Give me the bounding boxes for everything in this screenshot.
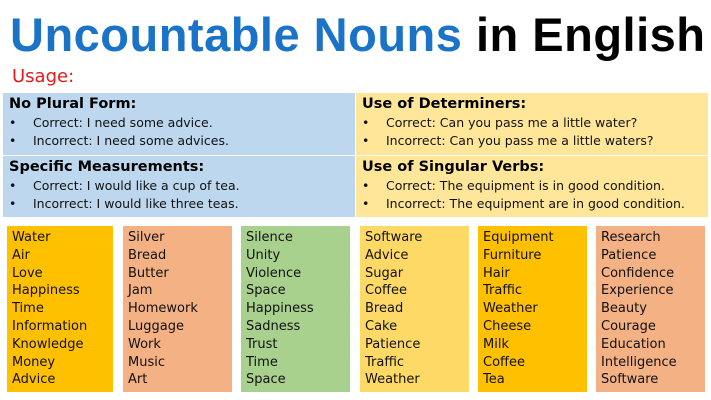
- noun-word: Sadness: [246, 318, 301, 334]
- noun-word: Weather: [483, 301, 538, 317]
- rule-measurements: Specific Measurements: Correct: I would …: [3, 156, 355, 217]
- noun-word: Advice: [365, 247, 409, 263]
- noun-word: Beauty: [601, 301, 647, 317]
- noun-column: Water Air Love Happiness Time Information Know…: [7, 226, 113, 392]
- noun-word: Homework: [128, 301, 198, 317]
- noun-word: Music: [128, 354, 165, 370]
- page-title: Uncountable Nouns in English: [10, 8, 706, 62]
- noun-word: Space: [246, 372, 286, 388]
- noun-word: Trust: [246, 336, 278, 352]
- noun-word: Equipment: [483, 230, 554, 245]
- noun-word: Furniture: [483, 247, 542, 263]
- noun-word: Work: [128, 336, 161, 352]
- noun-word: Confidence: [601, 265, 675, 281]
- noun-word: Software: [365, 230, 423, 245]
- rule-item: Correct: Can you pass me a little water?: [362, 114, 702, 132]
- noun-word: Time: [12, 301, 44, 317]
- noun-column: Silence Unity Violence Space Happiness Sadnes…: [241, 226, 350, 392]
- noun-word: Courage: [601, 318, 656, 334]
- title-highlight: Uncountable Nouns: [10, 8, 463, 61]
- noun-word: Air: [12, 247, 30, 263]
- noun-word: Information: [12, 318, 88, 334]
- rule-heading: Use of Singular Verbs:: [362, 159, 545, 175]
- rule-heading: No Plural Form:: [9, 96, 137, 112]
- rule-determiners: Use of Determiners: Correct: Can you pas…: [356, 93, 708, 155]
- rule-no-plural: No Plural Form: Correct: I need some adv…: [3, 93, 355, 155]
- rule-item: Incorrect: I need some advices.: [9, 132, 349, 150]
- noun-word: Patience: [601, 247, 657, 263]
- noun-word: Education: [601, 336, 666, 352]
- rule-heading: Specific Measurements:: [9, 159, 205, 175]
- noun-column: Research Patience Confidence Experience Beau…: [596, 226, 705, 392]
- noun-word: Luggage: [128, 318, 184, 334]
- noun-column: Silver Bread Butter Jam Homework Luggage Work M…: [123, 226, 232, 392]
- noun-word: Unity: [246, 247, 281, 263]
- rule-item: Incorrect: I would like three teas.: [9, 195, 349, 213]
- noun-word: Knowledge: [12, 336, 84, 352]
- rule-item: Incorrect: Can you pass me a little wate…: [362, 132, 702, 150]
- usage-label: Usage:: [12, 66, 75, 87]
- noun-column: Equipment Furniture Hair Traffic Weather Chee…: [478, 226, 587, 392]
- noun-word: Coffee: [483, 354, 525, 370]
- noun-word: Happiness: [12, 283, 80, 299]
- rule-item: Incorrect: The equipment are in good con…: [362, 195, 702, 213]
- noun-word: Weather: [365, 372, 420, 388]
- noun-word: Space: [246, 283, 286, 299]
- rule-heading: Use of Determiners:: [362, 96, 527, 112]
- noun-word: Coffee: [365, 283, 407, 299]
- title-rest: in English: [475, 8, 706, 61]
- noun-word: Money: [12, 354, 56, 370]
- noun-word: Experience: [601, 283, 674, 299]
- noun-word: Cheese: [483, 318, 532, 334]
- noun-word: Time: [246, 354, 278, 370]
- noun-word: Silence: [246, 230, 293, 245]
- noun-word: Bread: [365, 301, 404, 317]
- noun-word: Hair: [483, 265, 510, 281]
- noun-word: Traffic: [365, 354, 405, 370]
- noun-word: Traffic: [483, 283, 523, 299]
- noun-word: Bread: [128, 247, 167, 263]
- noun-word: Advice: [12, 372, 56, 388]
- rule-singular-verbs: Use of Singular Verbs: Correct: The equi…: [356, 156, 708, 217]
- noun-word: Patience: [365, 336, 421, 352]
- rule-item: Correct: I need some advice.: [9, 114, 349, 132]
- noun-word: Intelligence: [601, 354, 677, 370]
- noun-word: Happiness: [246, 301, 314, 317]
- noun-word: Sugar: [365, 265, 404, 281]
- noun-word: Water: [12, 230, 51, 245]
- noun-word: Silver: [128, 230, 165, 245]
- noun-word: Butter: [128, 265, 169, 281]
- noun-word: Milk: [483, 336, 509, 352]
- rule-item: Correct: The equipment is in good condit…: [362, 177, 702, 195]
- rule-item: Correct: I would like a cup of tea.: [9, 177, 349, 195]
- noun-word: Art: [128, 372, 148, 388]
- noun-word: Jam: [128, 283, 153, 299]
- noun-word: Love: [12, 265, 43, 281]
- noun-column: Software Advice Sugar Coffee Bread Cake Patien…: [360, 226, 469, 392]
- noun-word: Cake: [365, 318, 398, 334]
- noun-word: Violence: [246, 265, 302, 281]
- noun-word: Software: [601, 372, 659, 388]
- noun-word: Tea: [483, 372, 505, 388]
- noun-word: Research: [601, 230, 661, 245]
